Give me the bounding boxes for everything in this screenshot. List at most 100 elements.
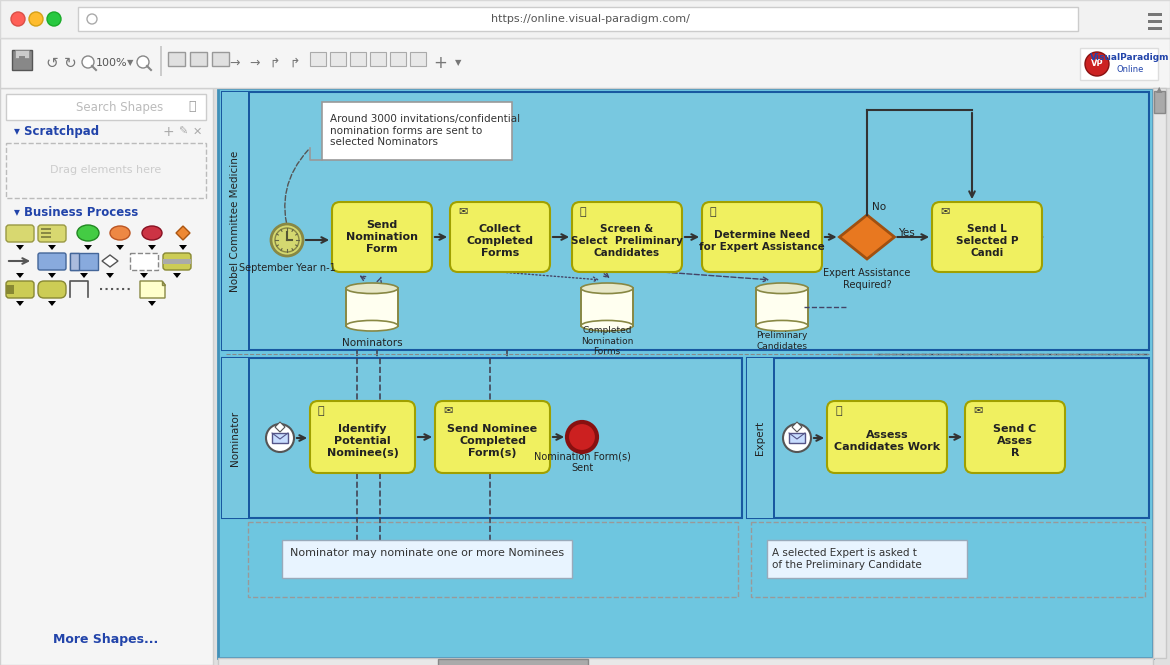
Ellipse shape [756,321,808,331]
Polygon shape [176,226,190,240]
Bar [12,50,32,70]
Polygon shape [48,273,56,278]
Polygon shape [792,422,801,432]
FancyBboxPatch shape [6,281,34,298]
Bar [222,92,248,350]
Bar [322,102,512,160]
Bar [41,228,51,230]
Bar [370,52,386,66]
Circle shape [271,224,303,256]
Text: Online: Online [1116,65,1144,74]
Text: ✉: ✉ [443,406,453,416]
Bar [746,358,1149,518]
Text: 👤: 👤 [580,207,586,217]
Bar [1148,20,1162,23]
FancyBboxPatch shape [37,253,66,270]
FancyBboxPatch shape [310,401,415,473]
Polygon shape [147,245,156,250]
Circle shape [1085,52,1109,76]
Bar [248,92,249,350]
Polygon shape [84,245,92,250]
Text: ✎: ✎ [178,127,187,137]
Polygon shape [140,273,147,278]
Bar [168,52,185,66]
FancyBboxPatch shape [6,225,34,242]
Bar [19,56,25,61]
Polygon shape [48,301,56,306]
Bar [1154,91,1165,113]
Bar [222,92,1149,350]
Text: Nominator may nominate one or more Nominees: Nominator may nominate one or more Nomin… [290,548,564,558]
Circle shape [82,56,94,68]
Text: Determine Need
for Expert Assistance: Determine Need for Expert Assistance [700,230,825,252]
Text: 100%: 100% [96,58,128,68]
Circle shape [11,12,25,26]
Polygon shape [48,245,56,250]
Ellipse shape [346,321,398,331]
Polygon shape [147,301,156,306]
Text: Preliminary
Candidates: Preliminary Candidates [756,331,807,350]
Text: Expert Assistance
Required?: Expert Assistance Required? [824,268,910,290]
Ellipse shape [110,226,130,240]
Bar [6,285,14,294]
Ellipse shape [346,283,398,293]
FancyBboxPatch shape [702,202,823,272]
Polygon shape [173,273,181,278]
Text: ▾ Business Process: ▾ Business Process [14,207,138,219]
Text: ↱: ↱ [290,57,301,70]
Bar [1080,48,1158,80]
Bar [70,253,98,270]
Text: VisualParadigm: VisualParadigm [1090,53,1170,63]
Text: Completed
Nomination
Forms: Completed Nomination Forms [580,326,633,356]
Polygon shape [16,245,25,250]
Bar [438,659,589,665]
FancyBboxPatch shape [572,202,682,272]
Text: A selected Expert is asked t
of the Preliminary Candidate: A selected Expert is asked t of the Prel… [772,548,922,570]
Text: Send
Nomination
Form: Send Nomination Form [346,220,418,253]
Text: No: No [872,202,886,212]
Text: →: → [229,57,240,70]
Bar [0,38,1170,88]
Circle shape [266,424,294,452]
Ellipse shape [77,225,99,241]
Text: Drag elements here: Drag elements here [50,165,161,175]
Bar [756,289,808,326]
Bar [773,358,775,518]
Bar [6,94,206,120]
Text: →: → [249,57,260,70]
Text: ↺: ↺ [46,55,59,70]
Polygon shape [275,422,285,432]
Polygon shape [116,245,124,250]
Polygon shape [106,273,113,278]
Text: Expert: Expert [755,421,765,455]
Bar [390,52,406,66]
Polygon shape [16,273,25,278]
Circle shape [567,422,597,452]
Text: ✉: ✉ [940,207,949,217]
Bar [1148,27,1162,29]
Ellipse shape [581,321,633,331]
Bar [190,52,207,66]
Bar [15,50,29,58]
Ellipse shape [756,283,808,293]
Text: September Year n-1: September Year n-1 [239,263,336,273]
Bar [212,52,229,66]
FancyBboxPatch shape [6,143,206,198]
Text: Assess
Candidates Work: Assess Candidates Work [834,430,940,452]
FancyBboxPatch shape [450,202,550,272]
Text: Identify
Potential
Nominee(s): Identify Potential Nominee(s) [326,424,399,458]
Text: Send C
Asses
R: Send C Asses R [993,424,1037,458]
Bar [410,52,426,66]
Text: Nominators: Nominators [342,338,402,348]
Text: ↻: ↻ [63,55,76,70]
FancyBboxPatch shape [965,401,1065,473]
Text: ▲: ▲ [1156,86,1162,94]
Circle shape [137,56,149,68]
Polygon shape [161,281,165,285]
Bar [1148,13,1162,15]
Text: Yes: Yes [899,228,915,238]
Bar [130,253,158,270]
Bar [0,88,213,665]
Bar [78,7,1078,31]
Text: ✕: ✕ [193,127,202,137]
